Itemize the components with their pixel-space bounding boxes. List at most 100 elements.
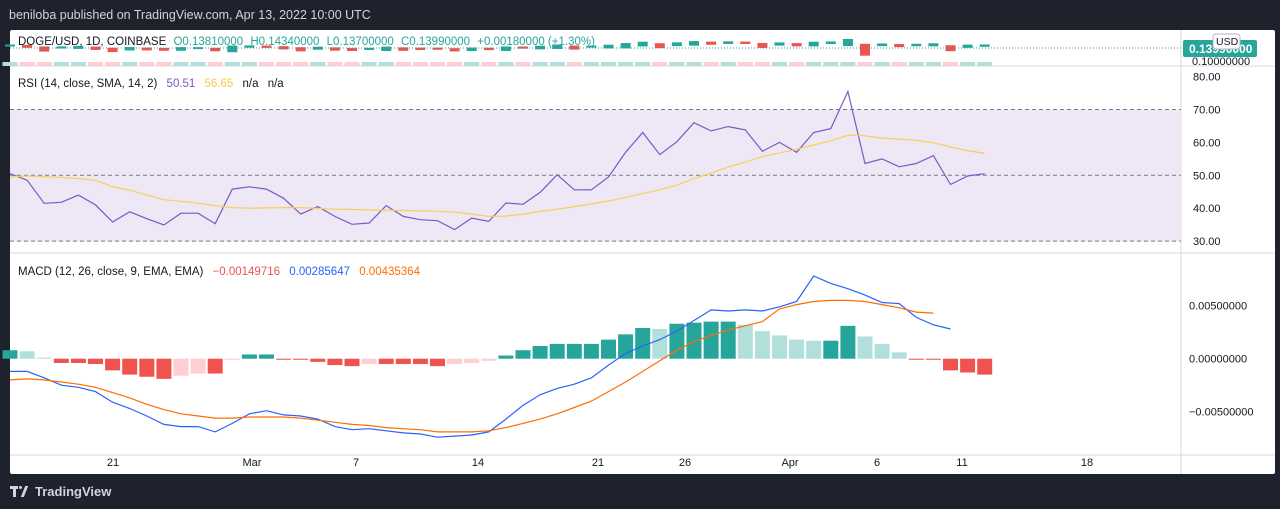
- macd-histogram-bar: [361, 358, 377, 365]
- volume-bar: [447, 62, 463, 66]
- time-axis-label: 21: [107, 457, 119, 469]
- rsi-legend-sma: 56.65: [205, 78, 234, 90]
- macd-histogram-bar: [276, 358, 292, 360]
- macd-histogram-bar: [19, 351, 35, 359]
- volume-bar: [378, 62, 394, 66]
- macd-histogram-bar: [412, 358, 428, 365]
- price-candle: [911, 43, 922, 47]
- macd-legend-signal: 0.00435364: [359, 266, 420, 278]
- price-legend-high: H0.14340000: [250, 36, 319, 48]
- price-candle: [928, 43, 939, 47]
- volume-bar: [960, 62, 976, 66]
- price-candle: [723, 41, 734, 44]
- macd-histogram-bar: [70, 358, 86, 363]
- macd-line: [10, 275, 951, 438]
- time-axis[interactable]: 21 Mar 7 14 21 26 Apr 6 11 18: [107, 457, 1093, 469]
- time-axis-label: 21: [592, 457, 604, 469]
- macd-histogram-bar: [583, 343, 599, 359]
- macd-histogram-bar: [156, 358, 172, 379]
- macd-histogram-bar: [960, 358, 976, 373]
- macd-histogram-bar: [241, 354, 257, 359]
- price-legend-close: C0.13990000: [401, 36, 470, 48]
- volume-bar: [737, 62, 753, 66]
- volume-bar: [618, 62, 634, 66]
- price-candle: [449, 48, 460, 52]
- macd-y-tick: 0.00500000: [1189, 301, 1247, 313]
- volume-bar: [207, 62, 223, 66]
- price-candle: [603, 44, 614, 49]
- price-candle: [124, 47, 135, 51]
- volume-bar: [498, 62, 514, 66]
- chart-area[interactable]: DOGE/USD, 1D, COINBASE O0.13810000 H0.14…: [0, 30, 1280, 476]
- volume-bar: [276, 62, 292, 66]
- macd-histogram-bar: [395, 358, 411, 365]
- macd-histogram-bar: [310, 358, 326, 362]
- price-candle: [620, 43, 631, 49]
- price-candle: [877, 43, 888, 47]
- macd-legend-macd: 0.00285647: [289, 266, 350, 278]
- volume-bar: [669, 62, 685, 66]
- volume-bar: [703, 62, 719, 66]
- macd-histogram-bar: [652, 329, 668, 359]
- volume-bar: [566, 62, 582, 66]
- time-axis-label: 26: [679, 457, 691, 469]
- volume-bar: [532, 62, 548, 66]
- price-candle: [141, 47, 152, 51]
- macd-histogram-bar: [378, 358, 394, 365]
- macd-histogram-bar: [259, 354, 274, 359]
- volume-bar: [395, 62, 411, 66]
- time-axis-label: 18: [1081, 457, 1093, 469]
- rsi-y-tick: 70.00: [1193, 104, 1221, 116]
- volume-bar: [122, 62, 138, 66]
- macd-y-tick: 0.00000000: [1189, 354, 1247, 366]
- macd-histogram-bar: [293, 358, 309, 360]
- macd-histogram-bar: [618, 334, 634, 359]
- volume-bar: [344, 62, 360, 66]
- price-candle: [244, 45, 255, 48]
- price-candle: [261, 45, 272, 48]
- macd-histogram-bar: [327, 358, 343, 366]
- macd-histogram-bar: [908, 358, 924, 360]
- volume-bar: [806, 62, 822, 66]
- price-legend-change: +0.00180000 (+1.30%): [477, 36, 595, 48]
- price-candle: [466, 47, 477, 52]
- volume-bar: [293, 62, 309, 66]
- macd-histogram-bar: [754, 331, 770, 359]
- price-candle: [500, 46, 511, 51]
- price-candle: [825, 41, 836, 45]
- price-candle: [73, 45, 84, 49]
- price-candle: [637, 41, 648, 47]
- volume-bar: [259, 62, 274, 66]
- macd-histogram-bar: [840, 325, 856, 359]
- macd-histogram-bar: [207, 358, 223, 374]
- macd-histogram-bar: [122, 358, 138, 375]
- price-candle: [740, 41, 751, 45]
- price-candle: [671, 42, 682, 47]
- time-axis-label: 11: [956, 457, 967, 469]
- price-candle: [312, 46, 323, 50]
- brand-name: TradingView: [35, 484, 112, 499]
- price-candle: [227, 45, 238, 53]
- volume-bar: [943, 62, 958, 66]
- price-candle: [193, 47, 204, 50]
- volume-bar: [772, 62, 787, 66]
- volume-bar: [190, 62, 206, 66]
- rsi-y-axis: 80.00 70.00 60.00 50.00 40.00 30.00: [1193, 72, 1221, 249]
- macd-histogram-bar: [857, 336, 873, 359]
- volume-bar: [686, 62, 702, 66]
- currency-badge[interactable]: [1212, 33, 1241, 50]
- price-candle: [158, 47, 169, 51]
- macd-histogram-bar: [173, 358, 189, 376]
- volume-bar: [891, 62, 907, 66]
- macd-histogram-bar: [344, 358, 360, 367]
- price-candle: [586, 45, 597, 48]
- macd-y-tick: −0.00500000: [1189, 407, 1254, 419]
- volume-bar: [105, 62, 121, 66]
- tradingview-logo[interactable]: TradingView: [10, 484, 111, 499]
- macd-histogram-bar: [686, 322, 702, 359]
- price-candle: [689, 41, 699, 46]
- volume-bar: [720, 62, 736, 66]
- rsi-legend: RSI (14, close, SMA, 14, 2) 50.51 56.65 …: [18, 78, 284, 90]
- price-candle: [176, 47, 186, 51]
- macd-legend-title: MACD (12, 26, close, 9, EMA, EMA): [18, 266, 204, 278]
